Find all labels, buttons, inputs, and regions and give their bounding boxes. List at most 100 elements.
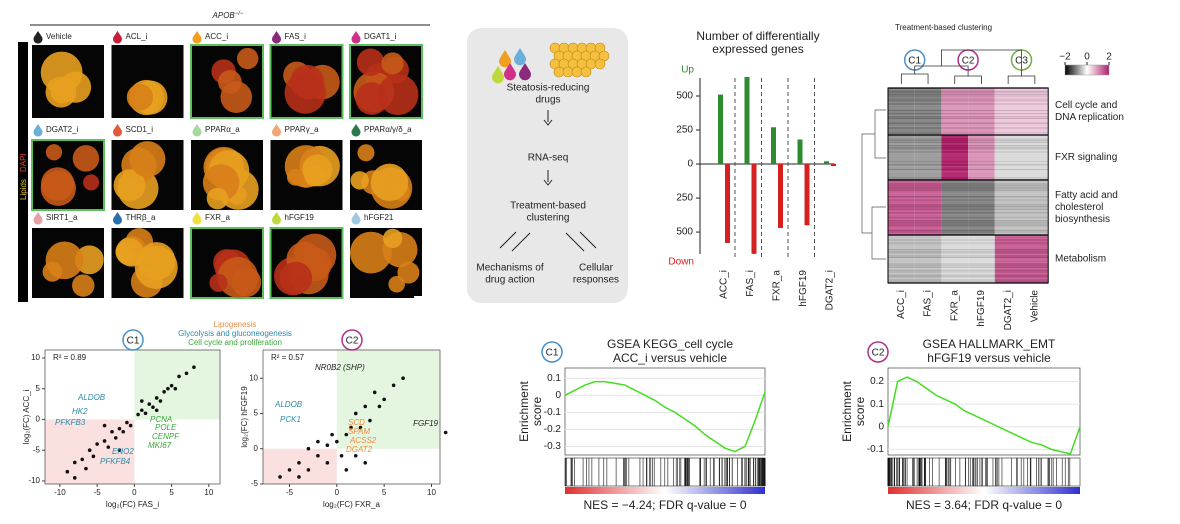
y-tick-label: 0	[687, 159, 693, 170]
condition-label: hFGF21	[364, 213, 394, 222]
y-tick-label: 0	[878, 421, 884, 432]
point	[110, 429, 114, 434]
y-tick-label: -10	[28, 476, 40, 485]
x-tick-label: FAS_i	[745, 270, 756, 297]
cluster-label: C2	[872, 348, 885, 359]
x-axis-label: log₂(FC) FXR_a	[323, 500, 380, 509]
bar	[797, 139, 803, 165]
column-label: ACC_i	[896, 290, 907, 319]
organoid	[302, 154, 333, 185]
point	[140, 399, 144, 403]
chart-title: Treatment-based clustering	[895, 23, 992, 32]
workflow-step: drugs	[535, 95, 560, 106]
heat-cell	[941, 235, 969, 283]
chart-title: GSEA KEGG_cell cycle	[607, 337, 733, 351]
gene-label: SPAM	[348, 427, 370, 436]
colorbar-label: −2	[1059, 52, 1071, 63]
point	[102, 423, 107, 428]
cell	[594, 58, 606, 70]
organoid	[72, 145, 100, 172]
drop-icon	[33, 124, 43, 137]
heat-cell	[994, 88, 1022, 135]
y-tick-label: 250	[676, 193, 693, 204]
y-axis-label: score	[853, 397, 867, 427]
annotation: R² = 0.57	[271, 353, 305, 362]
gene-label: PFKFB4	[100, 457, 131, 466]
chart-title: Number of differentially	[696, 29, 819, 43]
y-axis-label: log₂(FC) ACC_i	[22, 389, 31, 444]
bar	[824, 161, 829, 165]
y-tick-label: 0.1	[870, 399, 884, 410]
gene-label: PFKFB3	[55, 418, 86, 427]
point	[151, 405, 155, 409]
condition-label: ACC_i	[205, 32, 228, 41]
y-tick-label: 500	[676, 227, 693, 238]
drop-icon	[33, 31, 43, 44]
image-grid: Vehicle ACL_i ACC_i FAS_i DGAT1_i DGAT2_i SCD1…	[31, 31, 424, 299]
heat-cell	[1021, 88, 1049, 135]
organoid	[50, 80, 74, 104]
y-tick-label: -5	[33, 445, 41, 454]
workflow-step: RNA-seq	[528, 153, 569, 164]
condition-label: PPARα/γ/δ_a	[364, 125, 412, 134]
organoid	[218, 70, 242, 94]
chart-title: ACC_i versus vehicle	[613, 351, 727, 365]
bar	[778, 164, 783, 228]
point	[121, 429, 125, 434]
condition-label: hFGF19	[285, 213, 315, 222]
y-tick-label: 0	[555, 390, 561, 401]
organoid	[83, 174, 100, 191]
cluster-badge	[541, 341, 563, 363]
point	[166, 386, 170, 391]
arrow-head	[543, 119, 553, 186]
heat-cell	[888, 235, 915, 283]
legend-label: Glycolysis and gluconeogenesis	[178, 329, 292, 338]
chart-title: expressed genes	[712, 42, 803, 56]
gene-label: ALDOB	[274, 400, 303, 409]
y-tick-label: 0	[254, 444, 259, 453]
heat-cell	[941, 135, 969, 180]
heat-frame	[887, 87, 1049, 284]
cell-cluster	[549, 42, 610, 78]
chart-title: hFGF19 versus vehicle	[927, 351, 1051, 365]
condition-label: PPARα_a	[205, 125, 240, 134]
point	[87, 448, 92, 452]
plot-frame	[887, 367, 1081, 456]
x-tick-label: 0	[335, 488, 340, 497]
point	[80, 457, 85, 462]
arrow	[565, 231, 597, 252]
organoid	[40, 170, 76, 206]
drop-icon	[272, 124, 281, 137]
y-tick-label: 10	[249, 373, 258, 382]
point	[65, 469, 70, 474]
point	[297, 475, 301, 479]
drop	[499, 50, 511, 68]
point	[316, 453, 320, 458]
drop-icon	[113, 212, 123, 225]
point	[377, 404, 382, 409]
drop-icon	[112, 124, 123, 137]
workflow-step: Cellular	[579, 263, 614, 274]
column-label: hFGF19	[976, 290, 987, 327]
cluster-badge	[341, 329, 363, 351]
column-label: FXR_a	[949, 290, 960, 322]
chart-title: GSEA HALLMARK_EMT	[923, 337, 1056, 351]
point	[140, 408, 144, 413]
point	[443, 430, 448, 435]
heat-cell	[888, 88, 915, 135]
x-tick-label: 10	[204, 488, 213, 497]
drop-icon	[192, 212, 202, 225]
y-tick-label: 250	[676, 125, 693, 136]
y-tick-label: 0	[36, 415, 41, 424]
cluster-badge	[122, 329, 144, 351]
y-axis-label: Up	[681, 65, 694, 76]
gene-label: SCD	[348, 418, 365, 427]
colorbar-label: 2	[1106, 52, 1112, 63]
workflow-step: clustering	[527, 213, 570, 224]
organoid	[129, 141, 166, 178]
y-axis-label: Down	[668, 257, 694, 268]
heat-cell	[968, 180, 995, 235]
row-label: Metabolism	[1055, 254, 1106, 265]
